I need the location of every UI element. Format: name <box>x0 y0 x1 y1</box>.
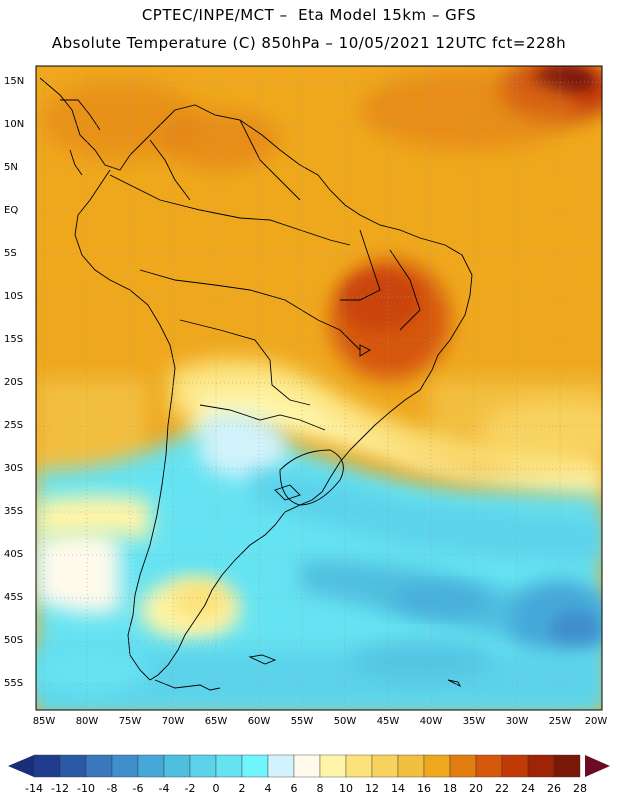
colorbar-label: -4 <box>158 782 170 795</box>
lat-label: 20S <box>4 377 24 388</box>
lon-label: 60W <box>247 716 271 727</box>
colorbar-label: 14 <box>391 782 405 795</box>
colorbar-label: 10 <box>339 782 353 795</box>
lat-label: 5S <box>4 248 17 259</box>
colorbar-label: -6 <box>132 782 144 795</box>
chart-title: CPTEC/INPE/MCT – Eta Model 15km – GFS <box>141 6 477 24</box>
colorbar-cell <box>111 754 139 778</box>
colorbar-cell <box>293 754 321 778</box>
lat-label: 45S <box>4 592 24 603</box>
colorbar-upper-arrow <box>585 755 610 777</box>
colorbar-label: 22 <box>495 782 509 795</box>
lon-label: 50W <box>333 716 357 727</box>
colorbar-label: 12 <box>365 782 379 795</box>
colorbar-cell <box>371 754 399 778</box>
graticule <box>36 66 602 710</box>
lat-label: 50S <box>4 635 24 646</box>
lon-label: 25W <box>548 716 572 727</box>
colorbar-cell <box>59 754 87 778</box>
lon-label: 75W <box>118 716 142 727</box>
colorbar-cell <box>527 754 555 778</box>
colorbar-label: 2 <box>238 782 246 795</box>
lon-label: 20W <box>584 716 608 727</box>
lon-label: 30W <box>505 716 529 727</box>
colorbar-cell <box>319 754 347 778</box>
lat-label: 35S <box>4 506 24 517</box>
lat-label: 55S <box>4 678 24 689</box>
colorbar-label: 4 <box>264 782 272 795</box>
lat-label: 25S <box>4 420 24 431</box>
colorbar-cell <box>241 754 269 778</box>
lat-label: 40S <box>4 549 24 560</box>
lat-label: 15N <box>4 76 25 87</box>
lon-label: 55W <box>290 716 314 727</box>
colorbar-label: 18 <box>443 782 457 795</box>
colorbar-cell <box>345 754 373 778</box>
colorbar <box>8 754 610 778</box>
lat-label: 10S <box>4 291 24 302</box>
colorbar-cell <box>501 754 529 778</box>
colorbar-cell <box>85 754 113 778</box>
colorbar-label: 28 <box>573 782 587 795</box>
colorbar-lower-arrow <box>8 755 34 777</box>
lat-label: 15S <box>4 334 24 345</box>
colorbar-cell <box>397 754 425 778</box>
colorbar-cell <box>137 754 165 778</box>
colorbar-cell <box>449 754 477 778</box>
colorbar-label: -12 <box>51 782 69 795</box>
lon-label: 65W <box>204 716 228 727</box>
colorbar-label: 26 <box>547 782 561 795</box>
lon-label: 45W <box>376 716 400 727</box>
map-frame <box>35 65 603 711</box>
colorbar-label: 16 <box>417 782 431 795</box>
colorbar-cell <box>215 754 243 778</box>
lon-label: 35W <box>462 716 486 727</box>
colorbar-cell <box>423 754 451 778</box>
lat-label: 5N <box>4 162 18 173</box>
colorbar-label: 0 <box>212 782 220 795</box>
colorbar-label: 8 <box>316 782 324 795</box>
colorbar-label: -14 <box>25 782 43 795</box>
lat-label: EQ <box>4 205 19 216</box>
colorbar-cell <box>267 754 295 778</box>
colorbar-cell <box>163 754 191 778</box>
colorbar-cell <box>33 754 61 778</box>
colorbar-cell <box>189 754 217 778</box>
colorbar-cell <box>475 754 503 778</box>
colorbar-label: 6 <box>290 782 298 795</box>
colorbar-label: 24 <box>521 782 535 795</box>
lat-label: 30S <box>4 463 24 474</box>
temperature-field <box>36 66 602 710</box>
chart-subtitle: Absolute Temperature (C) 850hPa – 10/05/… <box>51 34 567 52</box>
lon-label: 80W <box>75 716 99 727</box>
colorbar-label: -2 <box>184 782 196 795</box>
lon-label: 70W <box>161 716 185 727</box>
lon-label: 40W <box>419 716 443 727</box>
lon-label: 85W <box>32 716 56 727</box>
lat-label: 10N <box>4 119 25 130</box>
colorbar-label: -10 <box>77 782 95 795</box>
colorbar-cell <box>553 754 581 778</box>
colorbar-label: -8 <box>106 782 118 795</box>
colorbar-label: 20 <box>469 782 483 795</box>
